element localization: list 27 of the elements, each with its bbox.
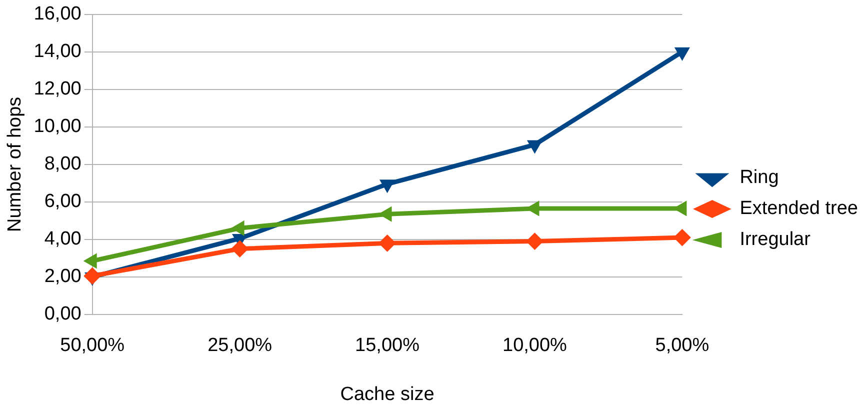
legend-label: Extended tree — [740, 198, 858, 220]
y-tick-label: 14,00 — [34, 41, 82, 62]
legend-label: Ring — [740, 167, 779, 188]
x-tick-label: 15,00% — [355, 335, 420, 356]
point — [526, 232, 544, 250]
y-tick-label: 4,00 — [44, 228, 82, 250]
point — [231, 240, 248, 258]
x-tick-label: 5,00% — [655, 335, 710, 356]
x-tick-label: 50,00% — [60, 335, 125, 356]
point — [674, 229, 691, 246]
y-tick-label: 0,00 — [44, 304, 82, 325]
y-tick-label: 10,00 — [34, 116, 82, 138]
y-tick-label: 2,00 — [44, 266, 82, 288]
y-tick-label: 12,00 — [34, 78, 82, 100]
y-tick-label: 8,00 — [44, 154, 82, 175]
point — [380, 180, 395, 193]
x-tick-label: 10,00% — [502, 335, 568, 356]
legend-label: Irregular — [740, 229, 812, 250]
point — [527, 140, 542, 154]
x-axis-title: Cache size — [340, 384, 434, 405]
y-tick-label: 16,00 — [34, 4, 82, 25]
y-axis-title: Number of hops — [4, 96, 26, 232]
y-tick-label: 6,00 — [44, 191, 82, 212]
point — [378, 234, 396, 252]
point — [674, 47, 690, 60]
x-tick-label: 25,00% — [208, 335, 272, 356]
point — [84, 267, 101, 284]
